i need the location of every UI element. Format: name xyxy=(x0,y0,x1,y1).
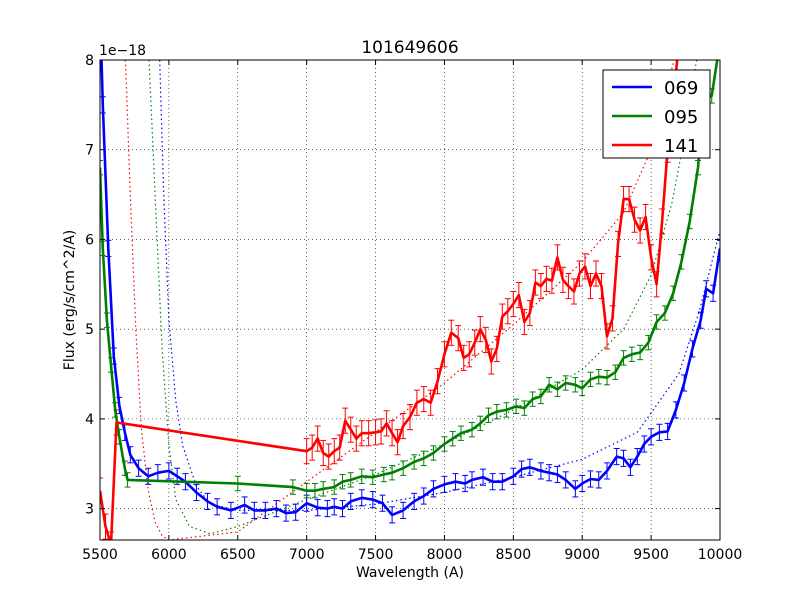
series-line-095 xyxy=(100,60,719,492)
x-tick-label: 7500 xyxy=(358,547,394,563)
y-tick-label: 4 xyxy=(85,412,94,428)
data-series xyxy=(100,60,720,540)
y-tick-label: 7 xyxy=(85,143,94,159)
legend: 069 095 141 xyxy=(602,69,711,159)
x-tick-label: 9500 xyxy=(633,547,669,563)
x-tick-label: 8000 xyxy=(427,547,463,563)
error-bar xyxy=(100,159,103,176)
y-tick-label: 6 xyxy=(85,232,94,248)
x-tick-label: 5500 xyxy=(82,547,118,563)
x-tick-label: 10000 xyxy=(698,547,743,563)
legend-label-141: 141 xyxy=(664,136,698,157)
legend-box xyxy=(602,69,711,159)
series-line-069 xyxy=(100,60,720,517)
axis-ticks: 5500 6000 6500 7000 7500 8000 8500 9000 9500 1000… xyxy=(82,53,742,563)
fit-curve xyxy=(124,60,675,540)
y-axis-label: Flux (erg/s/cm^2/A) xyxy=(62,230,78,370)
y-tick-label: 8 xyxy=(85,53,94,69)
y-offset-label: 1e−18 xyxy=(99,43,146,59)
x-tick-label: 6000 xyxy=(151,547,187,563)
x-tick-label: 7000 xyxy=(289,547,325,563)
series-line-141 xyxy=(100,60,679,540)
y-tick-label: 5 xyxy=(85,322,94,338)
legend-label-069: 069 xyxy=(664,78,698,99)
x-tick-label: 9000 xyxy=(564,547,600,563)
chart-title: 101649606 xyxy=(361,38,458,58)
legend-label-095: 095 xyxy=(664,107,698,128)
x-tick-label: 8500 xyxy=(496,547,532,563)
plot-frame xyxy=(99,59,721,541)
x-tick-label: 6500 xyxy=(220,547,256,563)
x-axis-label: Wavelength (A) xyxy=(356,565,464,581)
y-tick-label: 3 xyxy=(85,502,94,518)
